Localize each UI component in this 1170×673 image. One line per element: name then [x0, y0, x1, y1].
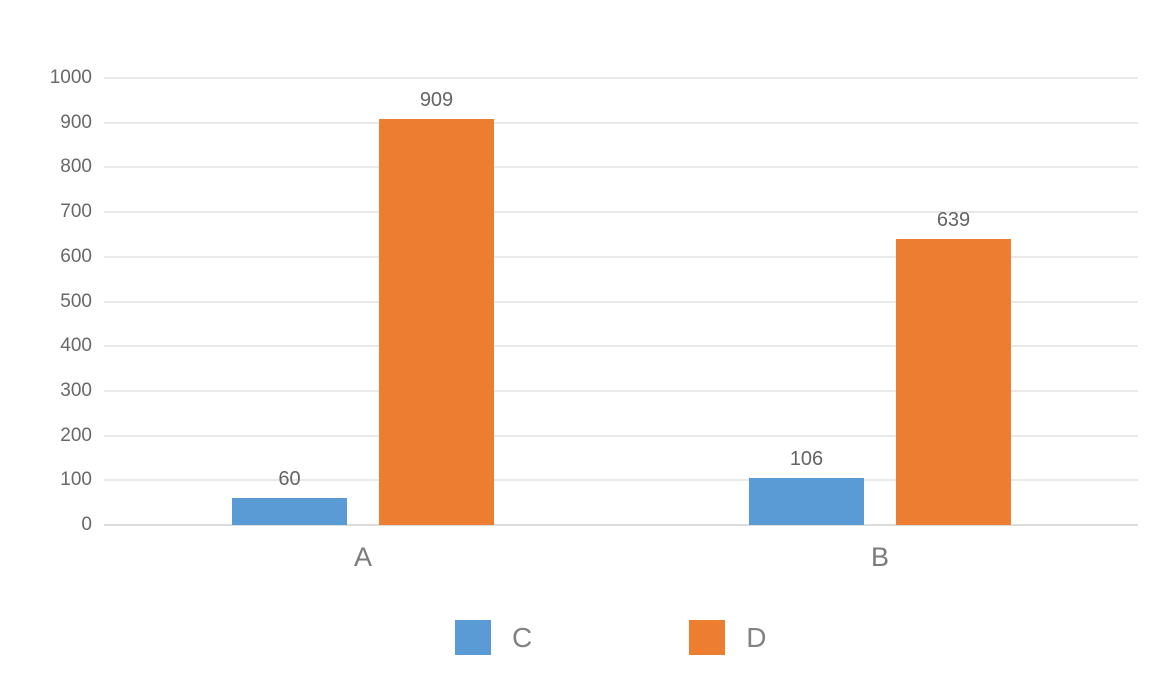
y-tick-label: 200 — [60, 424, 92, 446]
bar-C-A — [232, 498, 347, 525]
data-label: 60 — [278, 468, 301, 490]
x-axis-line — [104, 524, 1138, 526]
gridline — [104, 211, 1138, 214]
y-tick-label: 700 — [60, 201, 92, 223]
bar-D-B — [896, 239, 1011, 525]
y-tick-label: 0 — [81, 514, 92, 535]
legend-item-C: C — [455, 620, 532, 655]
bar-C-B — [749, 478, 864, 525]
gridline — [104, 345, 1138, 348]
data-label: 909 — [419, 89, 454, 111]
legend-label: C — [512, 621, 533, 653]
y-tick-label: 1000 — [49, 67, 92, 88]
legend-item-D: D — [689, 620, 766, 655]
gridline — [104, 300, 1138, 303]
gridline — [104, 479, 1138, 482]
y-tick-label: 300 — [60, 379, 92, 401]
category-label: A — [353, 542, 372, 572]
legend-label: D — [746, 621, 767, 653]
y-tick-label: 100 — [60, 469, 92, 491]
gridline — [104, 255, 1138, 258]
data-label: 639 — [936, 209, 971, 231]
data-label: 106 — [789, 448, 824, 470]
y-tick-label: 600 — [60, 245, 92, 267]
gridline — [104, 389, 1138, 392]
legend-swatch-icon — [455, 620, 491, 655]
gridline — [104, 166, 1138, 169]
y-tick-label: 400 — [60, 335, 92, 357]
y-tick-label: 800 — [60, 156, 92, 178]
y-tick-label: 500 — [60, 290, 92, 312]
legend-swatch-icon — [689, 620, 726, 655]
gridline — [104, 434, 1138, 437]
gridline — [104, 77, 1138, 79]
category-label: B — [870, 542, 889, 572]
bar-D-A — [379, 119, 494, 525]
y-tick-label: 900 — [60, 111, 92, 133]
gridline — [104, 121, 1138, 124]
